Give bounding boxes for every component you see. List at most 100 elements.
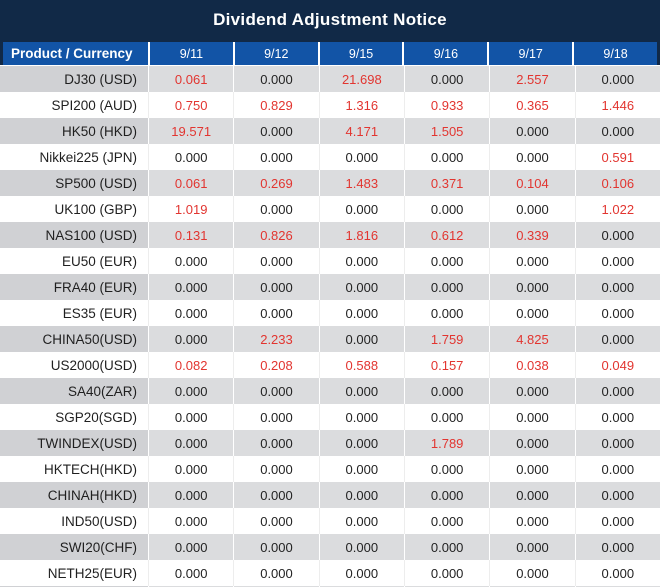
dividend-value: 0.000 (233, 144, 319, 170)
dividend-value: 0.933 (403, 92, 490, 118)
dividend-value: 0.000 (318, 378, 404, 404)
dividend-value: 0.000 (233, 378, 319, 404)
dividend-value: 0.000 (489, 144, 575, 170)
table-row: IND50(USD) 0.000 0.000 0.000 0.000 0.000 0.000 (0, 508, 660, 534)
dividend-value: 0.829 (233, 92, 319, 118)
dividend-value: 0.000 (574, 222, 660, 248)
dividend-value: 0.000 (403, 560, 490, 586)
dividend-value: 0.106 (574, 170, 660, 196)
product-name: TWINDEX(USD) (0, 430, 148, 456)
dividend-value: 2.557 (489, 66, 575, 92)
dividend-value: 0.000 (574, 534, 660, 560)
dividend-value: 0.000 (403, 196, 490, 222)
dividend-value: 0.588 (318, 352, 404, 378)
dividend-value: 0.000 (489, 248, 575, 274)
dividend-value: 0.000 (489, 560, 575, 586)
table-row: EU50 (EUR) 0.000 0.000 0.000 0.000 0.000 0.000 (0, 248, 660, 274)
table-row: HK50 (HKD) 19.571 0.000 4.171 1.505 0.000 0.00… (0, 118, 660, 144)
date-column-header: 9/16 (402, 42, 488, 65)
product-name: NETH25(EUR) (0, 560, 148, 586)
dividend-value: 0.000 (318, 534, 404, 560)
table-row: SP500 (USD) 0.061 0.269 1.483 0.371 0.104 0.10… (0, 170, 660, 196)
dividend-value: 1.019 (148, 196, 234, 222)
table-row: NAS100 (USD) 0.131 0.826 1.816 0.612 0.339 0.0… (0, 222, 660, 248)
dividend-value: 0.000 (148, 144, 234, 170)
dividend-value: 0.000 (403, 508, 490, 534)
table-row: US2000(USD) 0.082 0.208 0.588 0.157 0.038 0.04… (0, 352, 660, 378)
product-name: EU50 (EUR) (0, 248, 148, 274)
dividend-value: 0.000 (489, 378, 575, 404)
table-row: FRA40 (EUR) 0.000 0.000 0.000 0.000 0.000 0.00… (0, 274, 660, 300)
dividend-value: 0.000 (318, 326, 404, 352)
dividend-value: 0.000 (489, 456, 575, 482)
table-row: SA40(ZAR) 0.000 0.000 0.000 0.000 0.000 0.000 (0, 378, 660, 404)
table-row: SGP20(SGD) 0.000 0.000 0.000 0.000 0.000 0.000 (0, 404, 660, 430)
dividend-value: 19.571 (148, 118, 234, 144)
dividend-value: 0.000 (318, 508, 404, 534)
dividend-value: 0.000 (148, 378, 234, 404)
dividend-value: 0.365 (489, 92, 575, 118)
dividend-value: 0.000 (403, 404, 490, 430)
dividend-value: 0.000 (318, 560, 404, 586)
table-body: DJ30 (USD) 0.061 0.000 21.698 0.000 2.557 0.00… (0, 66, 660, 586)
dividend-value: 0.000 (233, 300, 319, 326)
product-name: SGP20(SGD) (0, 404, 148, 430)
dividend-value: 0.000 (489, 482, 575, 508)
title-bar: Dividend Adjustment Notice (0, 0, 660, 42)
product-name: SP500 (USD) (0, 170, 148, 196)
dividend-value: 0.157 (403, 352, 490, 378)
dividend-value: 0.000 (318, 300, 404, 326)
dividend-value: 0.000 (148, 560, 234, 586)
dividend-value: 1.022 (574, 196, 660, 222)
table-row: Nikkei225 (JPN) 0.000 0.000 0.000 0.000 0.000… (0, 144, 660, 170)
dividend-value: 0.000 (574, 508, 660, 534)
dividend-value: 0.000 (148, 482, 234, 508)
table-row: NETH25(EUR) 0.000 0.000 0.000 0.000 0.000 0.00… (0, 560, 660, 586)
dividend-value: 0.000 (574, 300, 660, 326)
dividend-value: 4.171 (318, 118, 404, 144)
dividend-value: 0.000 (148, 248, 234, 274)
dividend-value: 0.000 (574, 482, 660, 508)
dividend-value: 0.000 (489, 196, 575, 222)
dividend-value: 0.000 (403, 248, 490, 274)
dividend-value: 0.000 (233, 508, 319, 534)
dividend-value: 0.000 (574, 274, 660, 300)
dividend-value: 0.000 (574, 404, 660, 430)
product-name: IND50(USD) (0, 508, 148, 534)
dividend-value: 0.000 (233, 534, 319, 560)
dividend-value: 0.000 (148, 534, 234, 560)
dividend-value: 0.000 (148, 300, 234, 326)
dividend-value: 0.339 (489, 222, 575, 248)
dividend-value: 1.789 (403, 430, 490, 456)
dividend-value: 0.000 (574, 456, 660, 482)
dividend-value: 0.000 (403, 300, 490, 326)
dividend-value: 0.000 (233, 430, 319, 456)
dividend-value: 0.104 (489, 170, 575, 196)
product-name: ES35 (EUR) (0, 300, 148, 326)
dividend-value: 0.061 (148, 66, 234, 92)
dividend-value: 0.000 (574, 248, 660, 274)
dividend-value: 0.826 (233, 222, 319, 248)
dividend-value: 1.816 (318, 222, 404, 248)
dividend-value: 0.000 (574, 118, 660, 144)
dividend-value: 0.000 (489, 274, 575, 300)
dividend-value: 1.759 (403, 326, 490, 352)
dividend-value: 0.000 (489, 300, 575, 326)
date-column-header: 9/12 (232, 42, 318, 65)
table-header-row: Product / Currency 9/11 9/12 9/15 9/16 9/17 9… (0, 42, 660, 66)
dividend-value: 0.000 (233, 274, 319, 300)
dividend-value: 0.000 (233, 404, 319, 430)
table-row: UK100 (GBP) 1.019 0.000 0.000 0.000 0.000 1.02… (0, 196, 660, 222)
table-row: SWI20(CHF) 0.000 0.000 0.000 0.000 0.000 0.000 (0, 534, 660, 560)
date-column-header: 9/11 (148, 42, 233, 65)
dividend-value: 0.000 (403, 66, 490, 92)
dividend-value: 0.371 (403, 170, 490, 196)
dividend-value: 0.000 (318, 482, 404, 508)
dividend-value: 0.000 (574, 326, 660, 352)
dividend-value: 0.000 (403, 456, 490, 482)
dividend-value: 0.000 (233, 482, 319, 508)
dividend-value: 0.082 (148, 352, 234, 378)
product-name: US2000(USD) (0, 352, 148, 378)
dividend-value: 0.000 (318, 456, 404, 482)
product-name: HK50 (HKD) (0, 118, 148, 144)
